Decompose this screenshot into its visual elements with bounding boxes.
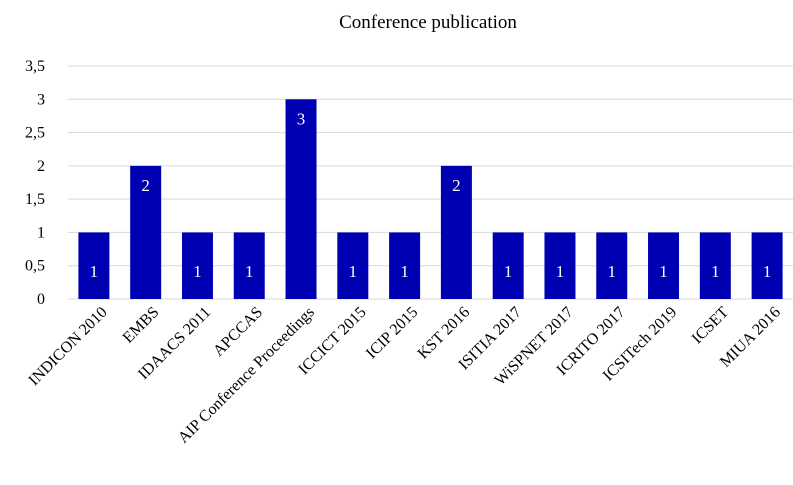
bar (233, 232, 265, 299)
bars (78, 99, 783, 300)
bar (699, 232, 731, 299)
bar (337, 232, 369, 299)
data-label: 1 (245, 262, 254, 281)
y-tick-label: 2,5 (25, 125, 45, 142)
data-labels: 1 2 1 1 3 1 1 2 1 1 1 1 1 1 (90, 109, 772, 281)
data-label: 2 (141, 176, 150, 195)
data-label: 1 (556, 262, 565, 281)
bar (492, 232, 524, 299)
bar (389, 232, 421, 299)
y-tick-label: 1,5 (25, 191, 45, 208)
bar (285, 99, 317, 300)
bar (596, 232, 628, 299)
data-label: 1 (659, 262, 668, 281)
data-label: 1 (349, 262, 358, 281)
bar (440, 165, 472, 299)
y-tick-label: 0 (37, 291, 45, 308)
data-label: 3 (297, 109, 306, 128)
y-tick-label: 1 (37, 224, 45, 241)
bar (751, 232, 783, 299)
data-label: 1 (711, 262, 720, 281)
x-tick-label: ICSET (689, 304, 733, 348)
data-label: 1 (504, 262, 513, 281)
y-tick-label: 3 (37, 91, 45, 108)
gridlines (68, 65, 793, 300)
data-label: 1 (193, 262, 202, 281)
x-tick-label: INDICON 2010 (25, 304, 110, 389)
bar (78, 232, 110, 299)
y-tick-label: 0,5 (25, 258, 45, 275)
y-axis-ticks: 0 0,5 1 1,5 2 2,5 3 3,5 (25, 58, 45, 308)
data-label: 1 (90, 262, 99, 281)
y-tick-label: 3,5 (25, 58, 45, 75)
bar (130, 165, 162, 299)
data-label: 1 (608, 262, 617, 281)
bar (544, 232, 576, 299)
chart-title: Conference publication (339, 12, 517, 33)
data-label: 2 (452, 176, 461, 195)
data-label: 1 (763, 262, 772, 281)
x-tick-label: EMBS (120, 304, 163, 347)
y-tick-label: 2 (37, 158, 45, 175)
x-tick-label: ICIP 2015 (363, 304, 421, 362)
data-label: 1 (400, 262, 409, 281)
bar (648, 232, 680, 299)
bar (181, 232, 213, 299)
